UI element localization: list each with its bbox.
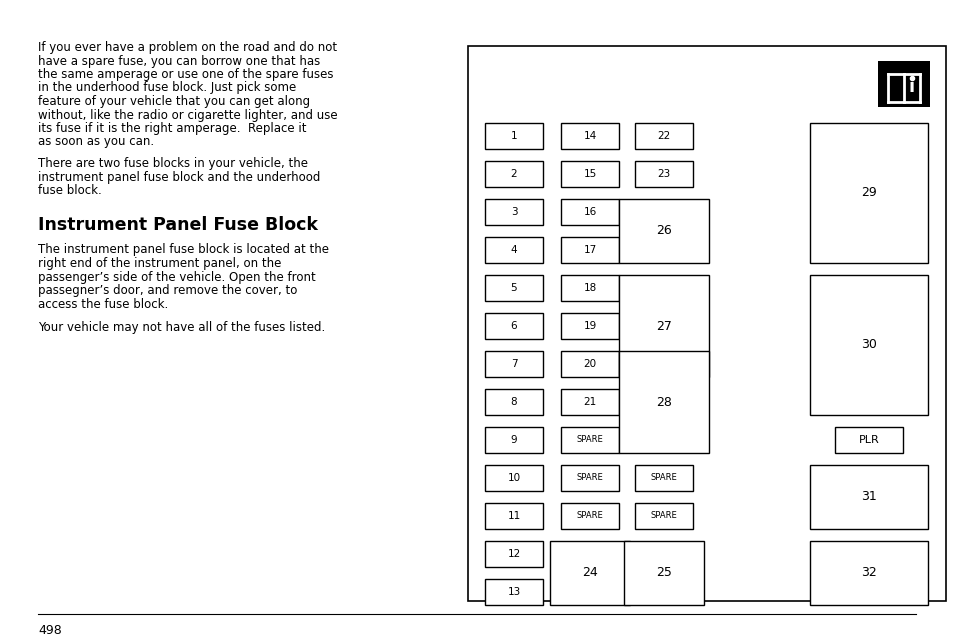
Bar — [618, 199, 708, 263]
Text: 22: 22 — [657, 131, 670, 141]
Bar — [560, 275, 618, 301]
Bar — [809, 541, 927, 605]
Text: 5: 5 — [510, 283, 517, 293]
Bar — [484, 275, 542, 301]
Text: 21: 21 — [583, 397, 596, 407]
Text: 32: 32 — [861, 567, 876, 579]
Bar — [635, 123, 692, 149]
Text: 12: 12 — [507, 549, 520, 559]
Bar — [560, 313, 618, 339]
Bar — [809, 275, 927, 415]
Text: 27: 27 — [656, 319, 671, 333]
Bar — [484, 427, 542, 453]
Text: instrument panel fuse block and the underhood: instrument panel fuse block and the unde… — [38, 170, 320, 184]
Text: 8: 8 — [510, 397, 517, 407]
Text: There are two fuse blocks in your vehicle, the: There are two fuse blocks in your vehicl… — [38, 157, 308, 170]
Text: 16: 16 — [583, 207, 596, 217]
Bar — [635, 503, 692, 529]
Text: 10: 10 — [507, 473, 520, 483]
Bar — [484, 313, 542, 339]
Bar — [623, 541, 703, 605]
Text: fuse block.: fuse block. — [38, 184, 102, 197]
Text: 13: 13 — [507, 587, 520, 597]
Text: 7: 7 — [510, 359, 517, 369]
Text: If you ever have a problem on the road and do not: If you ever have a problem on the road a… — [38, 41, 336, 54]
Bar — [618, 351, 708, 453]
Text: 6: 6 — [510, 321, 517, 331]
Bar — [560, 123, 618, 149]
Bar — [560, 199, 618, 225]
Bar — [484, 123, 542, 149]
Text: 28: 28 — [656, 396, 671, 408]
Text: 9: 9 — [510, 435, 517, 445]
Bar — [560, 351, 618, 377]
Text: 30: 30 — [861, 338, 876, 352]
Bar — [484, 503, 542, 529]
Text: SPARE: SPARE — [650, 511, 677, 520]
Bar — [484, 465, 542, 491]
Text: 14: 14 — [583, 131, 596, 141]
Text: right end of the instrument panel, on the: right end of the instrument panel, on th… — [38, 257, 281, 270]
Text: PLR: PLR — [858, 435, 879, 445]
Bar — [560, 465, 618, 491]
Bar — [560, 161, 618, 187]
Text: 18: 18 — [583, 283, 596, 293]
Bar — [809, 123, 927, 263]
Text: as soon as you can.: as soon as you can. — [38, 135, 154, 148]
Text: 19: 19 — [583, 321, 596, 331]
Text: SPARE: SPARE — [576, 511, 602, 520]
Text: 29: 29 — [861, 186, 876, 200]
Bar — [809, 465, 927, 529]
Bar — [560, 237, 618, 263]
Bar — [468, 46, 945, 601]
Bar — [484, 389, 542, 415]
Text: 25: 25 — [656, 567, 671, 579]
Bar — [834, 427, 902, 453]
Text: 15: 15 — [583, 169, 596, 179]
Bar — [484, 579, 542, 605]
Text: 3: 3 — [510, 207, 517, 217]
Bar — [484, 161, 542, 187]
Text: in the underhood fuse block. Just pick some: in the underhood fuse block. Just pick s… — [38, 81, 296, 95]
Text: the same amperage or use one of the spare fuses: the same amperage or use one of the spar… — [38, 68, 334, 81]
Text: i: i — [908, 78, 914, 96]
Bar — [635, 161, 692, 187]
Bar — [618, 275, 708, 377]
Text: have a spare fuse, you can borrow one that has: have a spare fuse, you can borrow one th… — [38, 55, 320, 67]
Text: 11: 11 — [507, 511, 520, 521]
Bar — [635, 465, 692, 491]
Bar — [484, 351, 542, 377]
Text: The instrument panel fuse block is located at the: The instrument panel fuse block is locat… — [38, 244, 329, 256]
Text: passenger’s side of the vehicle. Open the front: passenger’s side of the vehicle. Open th… — [38, 270, 315, 284]
Text: Your vehicle may not have all of the fuses listed.: Your vehicle may not have all of the fus… — [38, 321, 325, 334]
Text: its fuse if it is the right amperage.  Replace it: its fuse if it is the right amperage. Re… — [38, 122, 306, 135]
Text: SPARE: SPARE — [576, 473, 602, 483]
Text: feature of your vehicle that you can get along: feature of your vehicle that you can get… — [38, 95, 310, 108]
Text: 20: 20 — [583, 359, 596, 369]
Bar — [484, 237, 542, 263]
Bar — [484, 199, 542, 225]
Bar — [560, 503, 618, 529]
Text: 31: 31 — [861, 490, 876, 504]
Text: 26: 26 — [656, 225, 671, 237]
Bar — [560, 389, 618, 415]
Text: 4: 4 — [510, 245, 517, 255]
Text: 17: 17 — [583, 245, 596, 255]
Bar — [550, 541, 629, 605]
Text: 2: 2 — [510, 169, 517, 179]
Text: passegner’s door, and remove the cover, to: passegner’s door, and remove the cover, … — [38, 284, 297, 297]
Text: Instrument Panel Fuse Block: Instrument Panel Fuse Block — [38, 216, 317, 233]
Text: 1: 1 — [510, 131, 517, 141]
Text: 23: 23 — [657, 169, 670, 179]
Text: 24: 24 — [581, 567, 598, 579]
Bar — [877, 61, 929, 107]
Text: access the fuse block.: access the fuse block. — [38, 298, 168, 310]
Text: without, like the radio or cigarette lighter, and use: without, like the radio or cigarette lig… — [38, 109, 337, 121]
Bar — [484, 541, 542, 567]
Text: SPARE: SPARE — [576, 436, 602, 445]
Text: 498: 498 — [38, 624, 62, 636]
Text: SPARE: SPARE — [650, 473, 677, 483]
Bar — [560, 427, 618, 453]
